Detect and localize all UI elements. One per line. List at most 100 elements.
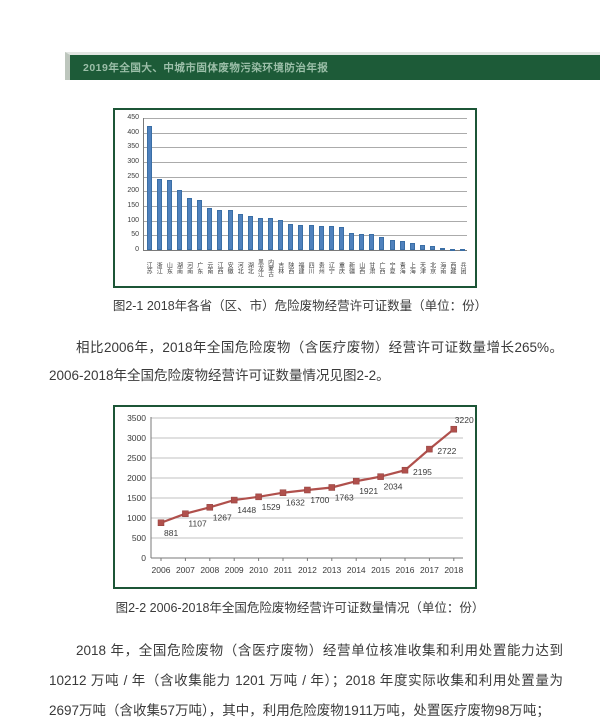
line-chart-y-tick-label: 500: [132, 533, 146, 543]
bar: [156, 178, 162, 250]
line-chart-marker: [206, 504, 214, 511]
line-chart-x-tick-label: 2006: [152, 565, 171, 575]
bar: [389, 239, 395, 250]
line-chart-marker: [352, 477, 360, 485]
bar-chart-y-tick-label: 200: [127, 187, 139, 195]
line-chart-x-tick-label: 2010: [249, 565, 268, 575]
line-chart-marker: [426, 445, 433, 453]
bar-chart-gridline: [143, 132, 467, 134]
line-chart-marker: [304, 486, 311, 494]
bar-chart-gridline: [143, 118, 467, 119]
line-chart-data-label: 1921: [359, 486, 378, 496]
bar-chart-x-tick-label: 浙江: [155, 262, 162, 274]
bar: [176, 189, 182, 250]
line-chart-data-label: 1529: [262, 502, 281, 512]
line-chart-data-label: 1448: [237, 505, 256, 515]
line-chart-x-tick-label: 2018: [444, 565, 463, 575]
line-chart-x-tick-label: 2012: [298, 565, 317, 575]
line-chart-marker: [230, 496, 238, 504]
line-chart-data-label: 881: [164, 528, 178, 538]
bar-chart-x-tick-label: 宁夏: [388, 262, 395, 274]
bar: [430, 246, 436, 250]
figure-caption-2-2: 图2-2 2006-2018年全国危险废物经营许可证数量情况（单位：份）: [115, 601, 485, 615]
bar-chart-x-tick-label: 江苏: [145, 262, 152, 274]
line-chart-data-label: 1267: [213, 512, 232, 522]
line-chart-data-label: 1700: [310, 495, 329, 505]
bar-chart-y-tick-label: 100: [127, 216, 139, 224]
report-title: 2019年全国大、中城市固体废物污染环境防治年报: [83, 62, 329, 74]
bar-chart-x-tick-label: 山东: [165, 262, 172, 274]
bar-chart-gridline: [143, 162, 467, 163]
bar-chart-y-tick-label: 350: [127, 143, 139, 151]
bar-chart-x-tick-label: 青海: [398, 262, 405, 274]
bar: [349, 233, 355, 250]
body-paragraph-1-text: 相比2006年，2018年全国危险废物（含医疗废物）经营许可证数量增长265%。…: [49, 340, 563, 383]
bar: [207, 208, 213, 250]
bar: [308, 225, 314, 250]
bar: [146, 125, 152, 250]
bar-chart-x-tick-label: 黑龙江: [256, 259, 263, 277]
line-chart-figure: 0 500 1000 1500 2000 2500 3000 3500 881 2006 1107 2…: [113, 405, 477, 589]
bar: [369, 234, 375, 250]
report-header-bar: 2019年全国大、中城市固体废物污染环境防治年报: [65, 52, 600, 80]
line-chart-series: [160, 428, 455, 524]
bar-chart-x-tick-label: 辽宁: [327, 262, 334, 274]
figure-caption-2-1: 图2-1 2018年各省（区、市）危险废物经营许可证数量（单位：份）: [112, 299, 488, 313]
bar-chart-x-tick-label: 兵团: [459, 262, 465, 274]
bar: [237, 213, 243, 250]
line-chart-data-label: 1107: [188, 519, 207, 529]
bar-chart-y-tick-label: 300: [127, 158, 139, 165]
line-chart-x-tick-label: 2009: [225, 565, 244, 575]
body-paragraph-2-text: 2018 年，全国危险废物（含医疗废物）经营单位核准收集和利用处置能力达到 10…: [49, 643, 563, 718]
bar: [338, 227, 344, 250]
line-chart-data-label: 2195: [413, 467, 432, 477]
bar: [450, 248, 456, 251]
line-chart-x-tick-label: 2008: [200, 565, 219, 575]
bar-chart-x-tick-label: 河北: [236, 262, 243, 274]
line-chart-data-label: 2034: [384, 482, 403, 492]
bar-chart-x-tick-label: 福建: [297, 262, 303, 274]
body-paragraph-2: 2018 年，全国危险废物（含医疗废物）经营单位核准收集和利用处置能力达到 10…: [49, 636, 563, 726]
bar: [409, 242, 415, 250]
bar: [278, 219, 284, 250]
bar-chart-y-tick-label: 450: [127, 114, 139, 121]
bar-chart-gridline: [143, 191, 467, 193]
line-chart-x-tick-label: 2015: [371, 565, 390, 575]
line-chart-marker: [328, 484, 336, 491]
bar-chart-x-tick-label: 重庆: [337, 262, 344, 274]
line-chart-marker: [255, 493, 262, 501]
line-chart-y-tick-label: 1500: [127, 493, 146, 503]
bar: [419, 244, 425, 250]
bar: [318, 225, 324, 250]
bar-chart-x-tick-label: 北京: [428, 262, 435, 274]
bar-chart-gridline: [143, 235, 467, 237]
line-chart-x-tick-label: 2007: [176, 565, 195, 575]
bar: [379, 236, 385, 250]
body-paragraph-1: 相比2006年，2018年全国危险废物（含医疗废物）经营许可证数量增长265%。…: [49, 334, 563, 390]
bar-chart-x-tick-label: 内蒙古: [266, 259, 273, 277]
line-chart-y-tick-label: 3500: [127, 413, 146, 423]
bar-chart-y-tick-label: 250: [127, 172, 139, 180]
bar-chart-x-tick-label: 陕西: [286, 262, 293, 274]
line-chart-x-tick-label: 2016: [396, 565, 415, 575]
bar: [166, 180, 172, 250]
line-chart-marker: [450, 425, 458, 433]
bar-chart-x-tick-label: 吉林: [276, 262, 283, 274]
bar-chart-x-tick-label: 江西: [216, 262, 222, 274]
line-chart-marker: [401, 466, 409, 474]
bar-chart-y-axis: [143, 118, 144, 251]
line-chart-data-label: 3220: [455, 415, 474, 425]
bar: [460, 248, 466, 251]
line-chart-marker: [157, 519, 165, 527]
line-chart-canvas: 0 500 1000 1500 2000 2500 3000 3500 881 2006 1107 2…: [127, 413, 474, 575]
line-chart-y-tick-label: 0: [141, 553, 146, 563]
bar-chart-x-tick-label: 上海: [408, 262, 415, 274]
bar-chart-x-axis: [143, 250, 467, 251]
bar: [217, 209, 223, 250]
bar-chart-x-tick-label: 广西: [378, 262, 384, 274]
line-chart-data-label: 2722: [437, 446, 456, 456]
bar: [399, 240, 405, 250]
bar: [187, 198, 193, 250]
bar-chart-x-tick-label: 四川: [307, 262, 314, 274]
report-page: { "header": { "title": "2019年全国大、中城市固体废物…: [49, 52, 600, 718]
